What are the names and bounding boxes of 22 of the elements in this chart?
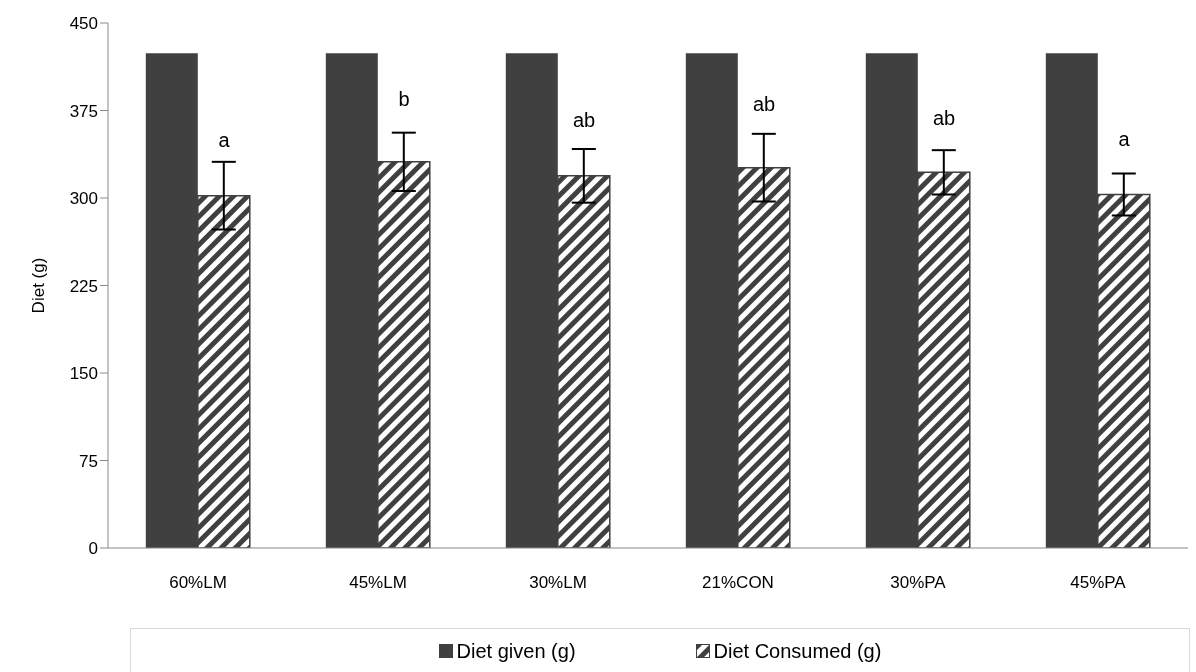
y-tick-label: 450 (69, 14, 98, 34)
x-tick-label: 30%LM (529, 573, 587, 593)
y-tick-label: 300 (69, 189, 98, 209)
y-axis-title: Diet (g) (29, 257, 49, 314)
x-tick-label: 60%LM (169, 573, 227, 593)
annotation: ab (752, 92, 776, 115)
y-tick-label: 375 (69, 101, 98, 121)
y-tick-label: 0 (88, 539, 98, 559)
x-tick-label: 30%PA (890, 573, 947, 593)
x-tick-label: 45%PA (1070, 573, 1127, 593)
annotation: a (1118, 127, 1131, 150)
annotation: ab (932, 106, 956, 129)
x-tick-label: 21%CON (702, 573, 774, 593)
annotation: b (398, 87, 410, 110)
annotation: ab (572, 108, 596, 131)
y-tick-label: 225 (69, 276, 98, 296)
x-tick-label: 45%LM (349, 573, 407, 593)
annotation: a (218, 128, 231, 151)
legend-label: Diet Consumed (g) (713, 639, 882, 663)
y-tick-label: 150 (69, 364, 98, 384)
legend-label: Diet given (g) (456, 639, 576, 663)
y-tick-label: 75 (79, 451, 98, 471)
